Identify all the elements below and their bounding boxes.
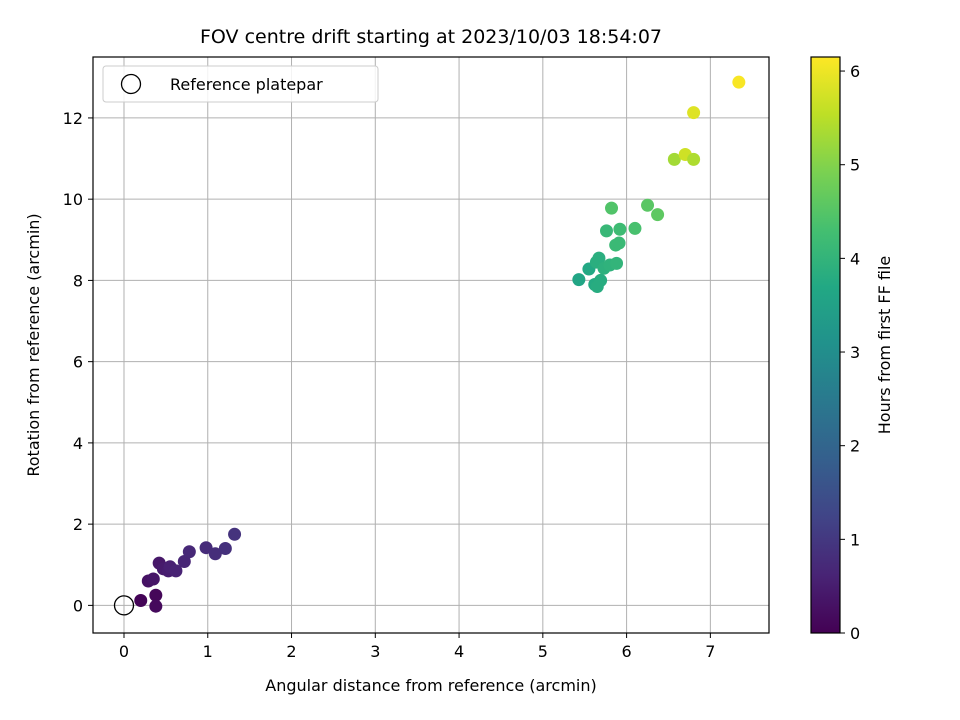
- data-point: [605, 201, 619, 215]
- data-point: [149, 588, 163, 602]
- legend: Reference platepar: [102, 65, 379, 103]
- x-tick-label: 1: [203, 642, 213, 661]
- x-tick-label: 6: [622, 642, 632, 661]
- data-point: [177, 555, 191, 569]
- colorbar-ticks: 0 1 2 3 4 5 6: [840, 62, 860, 643]
- y-tick-label: 10: [63, 190, 83, 209]
- data-point: [667, 152, 681, 166]
- colorbar-tick-label: 2: [850, 437, 860, 456]
- data-point: [594, 273, 608, 287]
- data-point: [199, 541, 213, 555]
- x-tick-label: 3: [370, 642, 380, 661]
- data-point: [149, 599, 163, 613]
- colorbar-tick-label: 3: [850, 343, 860, 362]
- y-tick-label: 12: [63, 109, 83, 128]
- data-point: [599, 224, 613, 238]
- chart-title: FOV centre drift starting at 2023/10/03 …: [200, 26, 662, 48]
- data-point: [182, 545, 196, 559]
- data-point: [572, 273, 586, 287]
- reference-marker-layer: [113, 595, 135, 616]
- y-tick-label: 8: [73, 271, 83, 290]
- data-point: [641, 198, 655, 212]
- x-tick-label: 7: [705, 642, 715, 661]
- data-point: [208, 547, 222, 561]
- colorbar-tick-label: 6: [850, 62, 860, 81]
- legend-label: Reference platepar: [170, 75, 323, 94]
- colorbar-tick-label: 0: [850, 624, 860, 643]
- data-point: [169, 564, 183, 578]
- plot-frame: [92, 56, 770, 634]
- x-tick-label: 2: [286, 642, 296, 661]
- data-point: [610, 256, 624, 270]
- colorbar-tick-label: 5: [850, 156, 860, 175]
- data-point: [218, 542, 232, 556]
- x-tick-label: 4: [454, 642, 464, 661]
- y-axis-label: Rotation from reference (arcmin): [24, 213, 43, 476]
- data-point: [651, 208, 665, 222]
- x-axis-ticks: 0 1 2 3 4 5 6 7: [119, 633, 715, 661]
- data-point: [612, 236, 626, 250]
- x-axis-label: Angular distance from reference (arcmin): [265, 676, 596, 695]
- x-tick-label: 0: [119, 642, 129, 661]
- colorbar-frame: [810, 56, 841, 634]
- grid: [93, 57, 769, 633]
- data-point: [146, 572, 160, 586]
- reference-platepar-marker: [113, 595, 135, 616]
- y-tick-label: 2: [73, 515, 83, 534]
- y-tick-label: 6: [73, 353, 83, 372]
- x-tick-label: 5: [538, 642, 548, 661]
- data-point: [134, 594, 148, 608]
- data-point: [687, 106, 701, 120]
- data-point: [628, 221, 642, 235]
- colorbar-gradient: [811, 57, 840, 633]
- y-tick-label: 0: [73, 596, 83, 615]
- colorbar-label: Hours from first FF file: [875, 256, 894, 435]
- y-tick-label: 4: [73, 434, 83, 453]
- colorbar-tick-label: 1: [850, 530, 860, 549]
- data-point: [687, 152, 701, 166]
- legend-box: [102, 65, 379, 103]
- data-point: [228, 527, 242, 541]
- y-axis-ticks: 0 2 4 6 8 10 12: [63, 109, 93, 615]
- data-point: [732, 75, 746, 89]
- colorbar: 0 1 2 3 4 5 6 Hours from first FF file: [810, 56, 894, 643]
- data-point: [592, 251, 606, 265]
- colorbar-tick-label: 4: [850, 249, 860, 268]
- data-point: [613, 222, 627, 236]
- data-points: [134, 75, 746, 613]
- legend-marker-icon: [120, 73, 142, 95]
